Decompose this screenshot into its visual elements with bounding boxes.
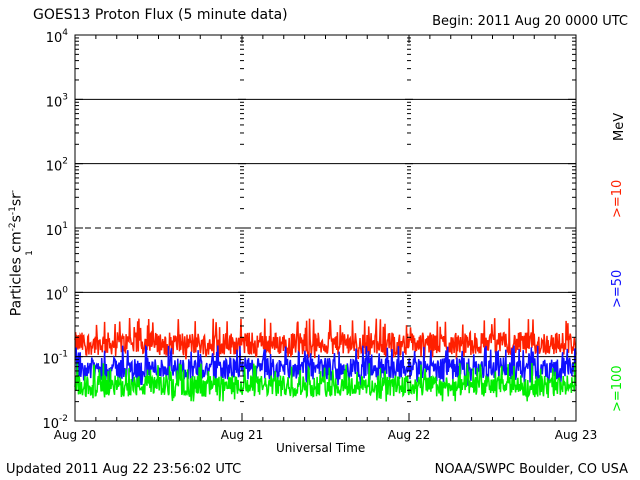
y-tick-label: 10-2 — [42, 414, 68, 432]
ticks — [74, 34, 577, 422]
y-tick-label: 100 — [46, 285, 69, 303]
x-tick-label: Aug 22 — [388, 428, 431, 442]
series-line — [74, 317, 577, 360]
y-tick-label: 104 — [46, 28, 69, 46]
y-axis-label: Particles cm-2s-1sr-1 — [8, 189, 35, 317]
legend-ge10: >=10 — [610, 179, 625, 218]
series-line — [74, 362, 577, 402]
updated-timestamp: Updated 2011 Aug 22 23:56:02 UTC — [6, 462, 242, 477]
begin-time: Begin: 2011 Aug 20 0000 UTC — [432, 14, 628, 29]
chart-title: GOES13 Proton Flux (5 minute data) — [33, 7, 288, 23]
x-tick-label: Aug 20 — [54, 428, 97, 442]
credit: NOAA/SWPC Boulder, CO USA — [434, 462, 628, 477]
y-tick-label: 10-1 — [42, 350, 68, 368]
x-tick-label: Aug 23 — [555, 428, 598, 442]
x-tick-label: Aug 21 — [221, 428, 264, 442]
x-axis-label: Universal Time — [276, 441, 366, 455]
x-tick-labels: Aug 20 Aug 21 Aug 22 Aug 23 — [54, 428, 598, 442]
legend-ge100: >=100 — [610, 365, 625, 412]
grid — [75, 98, 576, 358]
y-tick-labels: 104 103 102 101 100 10-1 10-2 — [42, 28, 68, 432]
legend-ge50: >=50 — [610, 269, 625, 308]
series-layer — [74, 317, 577, 402]
y-tick-label: 103 — [46, 92, 68, 110]
units-label: MeV — [612, 112, 627, 141]
y-tick-label: 101 — [46, 221, 68, 239]
y-tick-label: 102 — [46, 157, 68, 175]
